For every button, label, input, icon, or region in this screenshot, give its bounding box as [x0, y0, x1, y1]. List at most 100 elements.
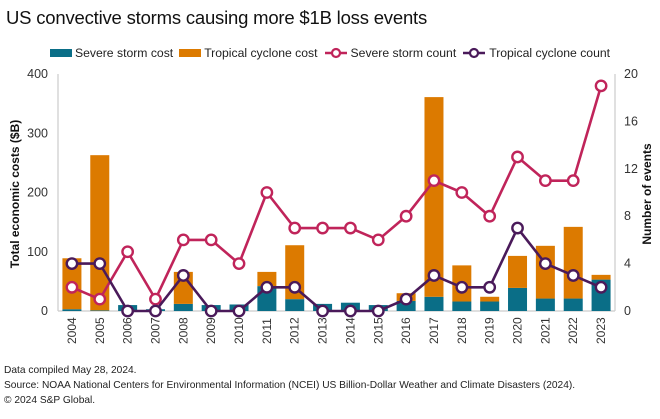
point-severe-storm-count-2005: [93, 292, 107, 306]
legend-item-tropical-cyclone-count: Tropical cyclone count: [462, 46, 610, 60]
legend-line-marker-icon: [324, 47, 347, 59]
point-severe-storm-count-2015: [371, 233, 385, 247]
left-tick-label: 200: [27, 186, 48, 200]
right-tick-label: 16: [624, 114, 638, 128]
lines: [65, 79, 608, 318]
point-severe-storm-count-2010: [232, 257, 246, 270]
point-severe-storm-count-2012: [288, 221, 302, 235]
bar-severe-storm-cost-2012: [285, 299, 305, 311]
point-severe-storm-count-2022: [566, 174, 580, 188]
right-tick-label: 0: [624, 304, 631, 318]
line-tropical-cyclone-count: [71, 226, 602, 313]
x-tick-label: 2017: [427, 317, 441, 344]
point-tropical-cyclone-count-2017: [427, 269, 441, 282]
x-tick-label: 2010: [232, 317, 246, 344]
bar-severe-storm-cost-2004: [62, 309, 82, 311]
point-severe-storm-count-2020: [511, 150, 524, 164]
point-severe-storm-count-2006: [121, 245, 135, 259]
legend-item-severe-storm-count: Severe storm count: [324, 46, 457, 60]
point-severe-storm-count-2014: [344, 221, 357, 235]
bar-severe-storm-cost-2016: [396, 300, 416, 311]
x-tick-label: 2018: [455, 317, 469, 344]
point-severe-storm-count-2017: [427, 174, 441, 188]
chart-plot: 0 100 200 300 400 0 4 8 12 16 20 Total economic c…: [8, 67, 654, 344]
bars: [62, 97, 611, 311]
point-tropical-cyclone-count-2005: [93, 257, 107, 270]
legend-label: Tropical cyclone cost: [204, 46, 318, 60]
point-severe-storm-count-2008: [176, 233, 190, 247]
left-tick-label: 100: [27, 245, 48, 259]
point-tropical-cyclone-count-2006: [121, 304, 135, 318]
point-tropical-cyclone-count-2008: [176, 269, 190, 282]
x-tick-label: 2016: [399, 317, 413, 344]
x-tick-label: 2008: [176, 317, 190, 344]
legend-swatch-tropical-cyclone-cost: [179, 49, 202, 57]
bar-severe-storm-cost-2021: [535, 298, 555, 311]
point-tropical-cyclone-count-2023: [594, 280, 608, 294]
right-axis-ticks: 0 4 8 12 16 20: [624, 67, 638, 318]
point-tropical-cyclone-count-2007: [149, 304, 162, 318]
point-tropical-cyclone-count-2010: [232, 304, 246, 318]
x-tick-label: 2022: [566, 317, 580, 344]
bar-tropical-cyclone-cost-2017: [424, 97, 444, 297]
left-axis-title: Total economic costs ($B): [8, 120, 22, 268]
data-compiled-note: Data compiled May 28, 2024.: [4, 365, 137, 376]
x-tick-label: 2023: [594, 317, 608, 344]
line-severe-storm-count: [71, 85, 603, 301]
footer: Data compiled May 28, 2024. Source: NOAA…: [4, 363, 575, 408]
point-tropical-cyclone-count-2016: [399, 292, 413, 306]
point-tropical-cyclone-count-2014: [344, 304, 357, 318]
bar-tropical-cyclone-cost-2011: [257, 271, 277, 287]
point-severe-storm-count-2009: [204, 233, 218, 247]
point-severe-storm-count-2013: [316, 221, 329, 235]
point-severe-storm-count-2004: [65, 280, 79, 294]
point-severe-storm-count-2011: [260, 186, 274, 199]
left-tick-label: 300: [27, 126, 48, 140]
right-tick-label: 12: [624, 162, 638, 176]
point-tropical-cyclone-count-2020: [511, 221, 524, 235]
left-axis-ticks: 0 100 200 300 400: [27, 67, 48, 318]
point-tropical-cyclone-count-2011: [260, 280, 274, 294]
legend-label: Tropical cyclone count: [489, 46, 611, 60]
copyright-note: © 2024 S&P Global.: [4, 395, 96, 406]
bar-severe-storm-cost-2018: [452, 301, 472, 311]
left-tick-label: 400: [27, 67, 48, 81]
legend-label: Severe storm cost: [74, 46, 174, 60]
bar-severe-storm-cost-2017: [424, 296, 444, 311]
x-tick-label: 2004: [65, 317, 79, 344]
bar-severe-storm-cost-2022: [563, 298, 583, 311]
bar-tropical-cyclone-cost-2020: [508, 255, 528, 288]
x-tick-label: 2015: [371, 317, 385, 344]
bar-severe-storm-cost-2019: [480, 301, 500, 311]
point-severe-storm-count-2016: [399, 209, 413, 223]
legend-label: Severe storm count: [350, 46, 457, 60]
left-tick-label: 0: [41, 304, 48, 318]
right-tick-label: 20: [624, 67, 638, 81]
legend-line-marker-icon: [463, 47, 486, 59]
point-severe-storm-count-2018: [455, 186, 469, 199]
point-tropical-cyclone-count-2022: [566, 269, 580, 282]
point-severe-storm-count-2019: [483, 209, 497, 223]
legend: Severe storm cost Tropical cyclone cost …: [0, 46, 660, 60]
point-tropical-cyclone-count-2009: [204, 304, 218, 318]
legend-item-tropical-cyclone-cost: Tropical cyclone cost: [179, 46, 318, 60]
point-severe-storm-count-2007: [149, 292, 162, 306]
point-tropical-cyclone-count-2018: [455, 280, 469, 294]
chart-title: US convective storms causing more $1B lo…: [6, 7, 428, 28]
point-tropical-cyclone-count-2013: [316, 304, 329, 318]
point-tropical-cyclone-count-2015: [371, 304, 385, 318]
right-tick-label: 8: [624, 209, 631, 223]
x-tick-label: 2021: [538, 317, 552, 344]
x-axis-labels: 2004 2005 2006 2007 2008 2009 2010 2011 2012 2013…: [65, 317, 608, 344]
point-tropical-cyclone-count-2004: [65, 257, 79, 270]
x-tick-label: 2013: [316, 317, 330, 344]
point-tropical-cyclone-count-2019: [483, 280, 497, 294]
bar-severe-storm-cost-2008: [173, 303, 193, 311]
right-tick-label: 4: [624, 257, 631, 271]
right-axis-title: Number of events: [640, 143, 654, 245]
point-severe-storm-count-2021: [538, 174, 552, 188]
x-tick-label: 2019: [483, 317, 497, 344]
bar-tropical-cyclone-cost-2023: [591, 274, 611, 280]
legend-swatch-severe-storm-cost: [49, 49, 72, 57]
source-note: Source: NOAA National Centers for Enviro…: [4, 380, 576, 391]
